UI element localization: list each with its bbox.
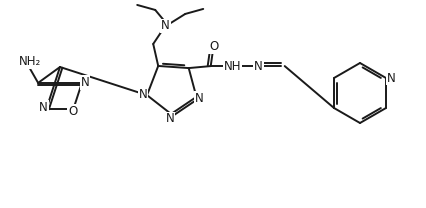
Text: N: N bbox=[166, 113, 175, 125]
Text: N: N bbox=[161, 20, 170, 32]
Text: N: N bbox=[387, 72, 395, 84]
Text: N: N bbox=[81, 76, 89, 89]
Text: O: O bbox=[209, 40, 219, 53]
Text: N: N bbox=[39, 101, 48, 114]
Text: N: N bbox=[254, 59, 263, 73]
Text: NH₂: NH₂ bbox=[19, 55, 41, 68]
Text: O: O bbox=[68, 105, 77, 118]
Text: N: N bbox=[138, 88, 147, 101]
Text: NH: NH bbox=[224, 59, 242, 73]
Text: N: N bbox=[195, 92, 204, 105]
